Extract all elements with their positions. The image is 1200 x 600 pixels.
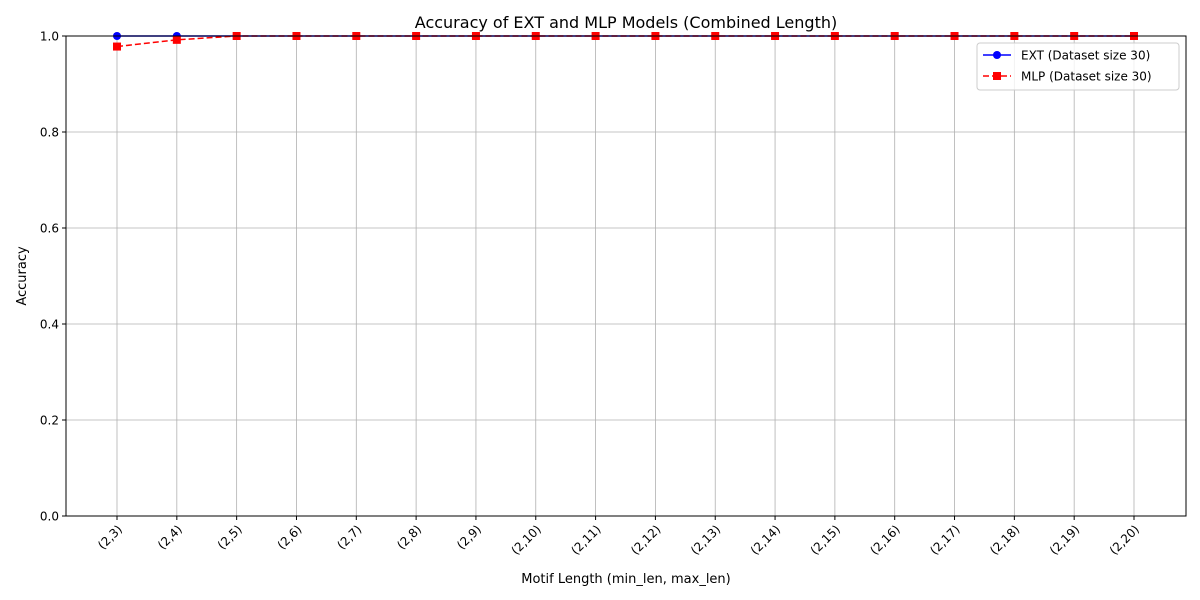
y-tick-label: 0.8 — [40, 126, 59, 140]
grid — [66, 35, 1186, 517]
y-tick-label: 1.0 — [40, 30, 59, 44]
x-tick-label: (2,19) — [1047, 522, 1082, 557]
chart-title: Accuracy of EXT and MLP Models (Combined… — [415, 13, 837, 32]
legend-label: MLP (Dataset size 30) — [1021, 70, 1152, 84]
x-tick-label: (2,17) — [927, 522, 962, 557]
plot-frame — [65, 35, 1187, 517]
x-tick-label: (2,15) — [808, 522, 843, 557]
y-tick-label: 0.2 — [40, 414, 59, 428]
legend-marker — [993, 51, 1001, 59]
x-tick-label: (2,9) — [454, 522, 484, 552]
y-axis-label: Accuracy — [15, 246, 30, 306]
data-point — [113, 42, 121, 51]
axis-ticks: (2,3) (2,4) (2,5) (2,6) (2,7) (2,8) (2,9) (2,10… — [40, 30, 1142, 558]
legend: EXT (Dataset size 30) MLP (Dataset size 3… — [976, 42, 1180, 91]
x-tick-label: (2,7) — [334, 522, 364, 552]
x-tick-label: (2,6) — [275, 522, 305, 552]
legend-item: MLP (Dataset size 30) — [983, 70, 1152, 84]
x-tick-label: (2,12) — [628, 522, 663, 557]
y-tick-label: 0.6 — [40, 222, 59, 236]
legend-label: EXT (Dataset size 30) — [1021, 49, 1150, 63]
data-point — [172, 35, 181, 44]
x-tick-label: (2,5) — [215, 522, 245, 552]
x-tick-label: (2,18) — [987, 522, 1022, 557]
x-tick-label: (2,3) — [95, 522, 125, 552]
legend-box — [976, 42, 1180, 91]
x-tick-label: (2,8) — [394, 522, 424, 552]
x-tick-label: (2,13) — [688, 522, 723, 557]
y-tick-label: 0.4 — [40, 318, 59, 332]
x-tick-label: (2,10) — [508, 522, 543, 557]
x-tick-label: (2,11) — [568, 522, 603, 557]
x-tick-label: (2,20) — [1107, 522, 1142, 557]
legend-marker — [993, 72, 1001, 80]
x-tick-label: (2,4) — [155, 522, 185, 552]
x-tick-label: (2,16) — [867, 522, 902, 557]
legend-item: EXT (Dataset size 30) — [983, 49, 1150, 63]
y-tick-label: 0.0 — [40, 510, 59, 524]
x-axis-label: Motif Length (min_len, max_len) — [521, 572, 731, 587]
x-tick-label: (2,14) — [748, 522, 783, 557]
